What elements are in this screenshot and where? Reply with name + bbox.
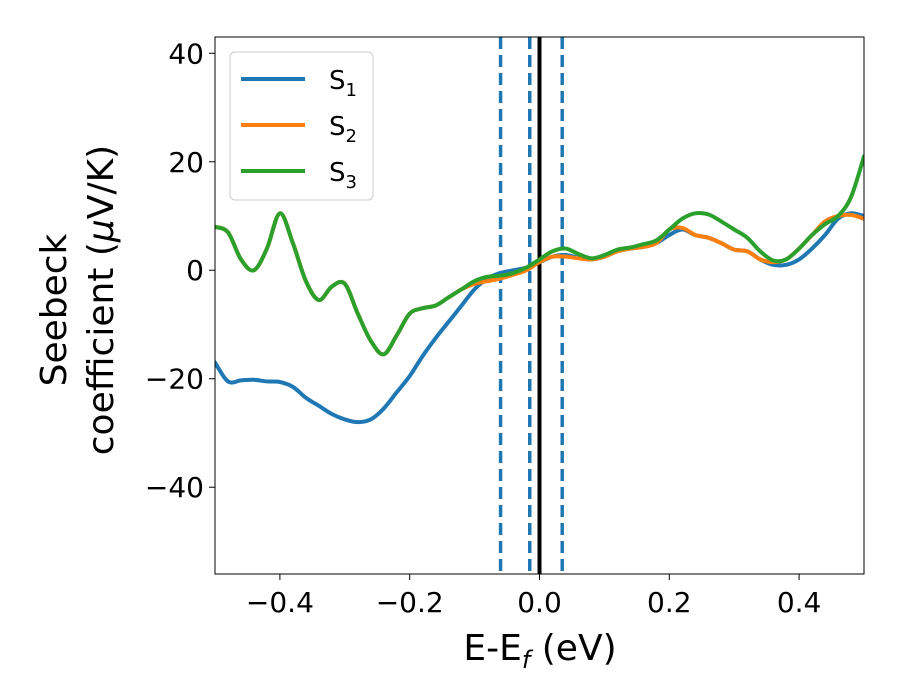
legend-items: S1 S2 S3: [241, 66, 357, 193]
x-axis-label-unit: (eV): [530, 628, 616, 669]
x-tick-label: −0.2: [376, 586, 444, 619]
x-axis-ticks: −0.4 −0.2 0.0 0.2 0.4: [246, 574, 821, 619]
x-axis-label: E-Ef (eV): [463, 628, 616, 674]
y-tick-label: 40: [168, 37, 204, 70]
x-tick-label: −0.4: [246, 586, 314, 619]
x-axis-label-main: E-E: [463, 628, 521, 669]
y-axis-label-line2: coefficient (μV/K): [81, 145, 122, 455]
x-tick-label: 0.0: [517, 586, 562, 619]
x-tick-label: 0.4: [777, 586, 822, 619]
legend-label-s2: S2: [329, 112, 357, 147]
y-axis-label-text: coefficient (: [81, 242, 122, 455]
y-axis-label-mu: μ: [81, 219, 122, 243]
y-tick-label: −20: [145, 363, 204, 396]
legend-label-s3: S3: [329, 158, 357, 193]
legend: S1 S2 S3: [229, 51, 374, 201]
y-axis-label-unit: V/K): [81, 145, 122, 219]
x-tick-label: 0.2: [647, 586, 692, 619]
reference-lines: [498, 37, 564, 574]
y-axis-label-line1: Seebeck: [34, 233, 75, 386]
y-axis-ticks: −40 −20 0 20 40: [145, 37, 215, 504]
series-line-s3: [215, 154, 864, 357]
y-tick-label: −40: [145, 471, 204, 504]
y-tick-label: 20: [168, 146, 204, 179]
y-tick-label: 0: [186, 254, 204, 287]
series-lines: [215, 154, 864, 425]
legend-label-s1: S1: [329, 66, 357, 101]
